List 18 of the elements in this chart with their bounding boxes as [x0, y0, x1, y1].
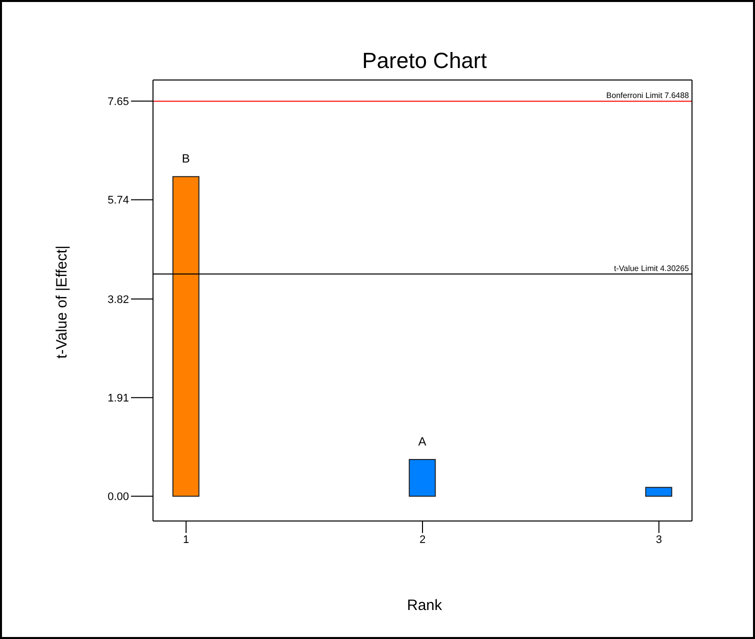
x-axis-title: Rank	[406, 597, 444, 614]
y-tick-label: 5.74	[108, 194, 129, 207]
bar	[408, 459, 436, 497]
y-tick-label: 1.91	[108, 392, 129, 404]
data-label: B	[182, 152, 190, 166]
y-tick-label: 0.00	[108, 491, 129, 504]
x-tick-label: 2	[419, 534, 426, 546]
bar	[172, 176, 200, 497]
y-tick-label: 7.65	[108, 96, 129, 108]
bar	[645, 486, 672, 497]
chart-title: Pareto Chart	[361, 48, 488, 74]
data-label: A	[418, 434, 426, 449]
ref-line-label: Bonferroni Limit 7.6488	[606, 91, 690, 100]
x-tick-label: 1	[183, 534, 190, 546]
ref-line-label: t-Value Limit 4.30265	[614, 264, 690, 274]
x-tick-label: 3	[656, 534, 662, 546]
y-tick-label: 3.82	[108, 294, 129, 306]
y-axis-title: t-Value of |Effect|	[54, 245, 70, 359]
